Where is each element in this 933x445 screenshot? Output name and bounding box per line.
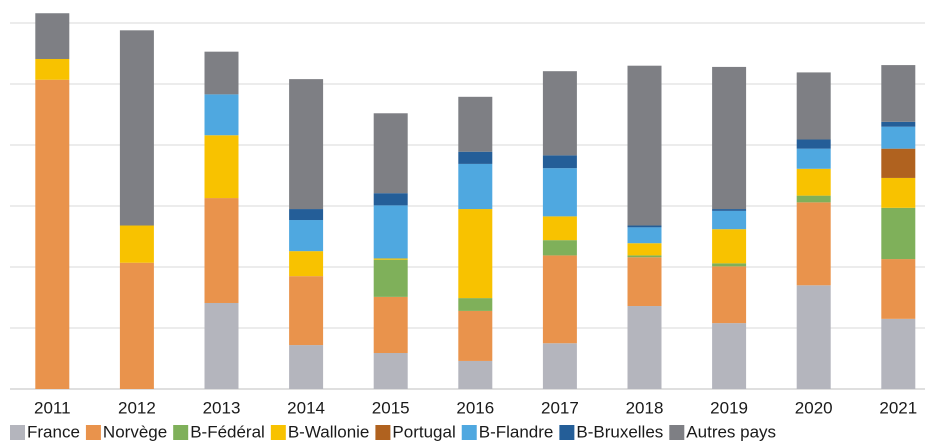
bar-segment [204, 198, 239, 303]
legend-label: B-Flandre [479, 422, 554, 441]
bar-segment [373, 353, 408, 389]
x-tick-label: 2020 [795, 398, 833, 417]
bar-segment [712, 266, 747, 324]
bar-segment [119, 262, 154, 389]
bar-segment [627, 243, 662, 256]
bar-segment [35, 13, 70, 59]
bar-segment [542, 168, 577, 217]
bar-segment [289, 251, 324, 277]
bar-segment [881, 148, 916, 178]
bar-segment [458, 163, 493, 210]
bar-segment [289, 79, 324, 210]
bar-segment [373, 193, 408, 206]
legend-label: B-Fédéral [190, 422, 265, 441]
x-tick-label: 2019 [710, 398, 748, 417]
bar-segment [204, 51, 239, 95]
bar-segment [458, 310, 493, 361]
legend-label: B-Bruxelles [576, 422, 663, 441]
bar-segment [289, 209, 324, 221]
x-tick-label: 2021 [879, 398, 917, 417]
legend-swatch [270, 425, 286, 440]
legend-swatch [461, 425, 477, 440]
bar-segment [289, 276, 324, 346]
bar-segment [627, 227, 662, 244]
legend-label: Portugal [392, 422, 455, 441]
bar-segment [289, 220, 324, 252]
bar-segment [712, 209, 747, 211]
x-tick-label: 2016 [456, 398, 494, 417]
bar-segment [373, 258, 408, 260]
bar-segment [712, 229, 747, 264]
bar-segment [712, 66, 747, 210]
x-tick-label: 2015 [372, 398, 410, 417]
x-tick-label: 2018 [626, 398, 664, 417]
bar-segment [458, 209, 493, 299]
x-tick-label: 2013 [203, 398, 241, 417]
bar-segment [35, 79, 70, 389]
bar-segment [881, 121, 916, 127]
bar-segment [627, 257, 662, 307]
legend-swatch [669, 425, 685, 440]
legend-swatch [559, 425, 575, 440]
bar-segment [289, 345, 324, 389]
bar-segment [627, 225, 662, 228]
bar-segment [881, 259, 916, 319]
bar-segment [458, 96, 493, 152]
bar-segment [712, 210, 747, 230]
bar-segment [796, 168, 831, 196]
bar-segment [204, 302, 239, 389]
bar-segment [373, 113, 408, 194]
bar-segment [881, 126, 916, 149]
bar-segment [627, 65, 662, 226]
bar-segment [373, 296, 408, 354]
legend-swatch [10, 425, 25, 440]
bar-segment [542, 71, 577, 156]
legend-label: France [27, 422, 80, 441]
bar-segment [373, 259, 408, 297]
bar-segment [712, 323, 747, 389]
bar-segment [881, 177, 916, 208]
bar-segment [712, 263, 747, 267]
bar-segment [627, 255, 662, 258]
bar-segment [627, 306, 662, 389]
bar-segment [204, 94, 239, 136]
bar-segment [542, 343, 577, 389]
bar-segment [796, 202, 831, 286]
legend-label: B-Wallonie [288, 422, 370, 441]
legend-label: Norvège [103, 422, 167, 441]
legend-swatch [375, 425, 391, 440]
legend-label: Autres pays [686, 422, 776, 441]
bar-segment [796, 72, 831, 140]
bar-segment [796, 148, 831, 169]
bar-segment [204, 135, 239, 199]
bar-segment [796, 195, 831, 203]
bar-segment [458, 151, 493, 164]
x-tick-label: 2014 [287, 398, 325, 417]
x-tick-label: 2012 [118, 398, 156, 417]
bar-segment [458, 360, 493, 389]
bar-segment [542, 155, 577, 169]
bar-segment [881, 318, 916, 389]
bar-segment [458, 298, 493, 311]
bar-segment [373, 205, 408, 259]
bar-segment [542, 240, 577, 256]
bar-segment [542, 216, 577, 241]
bar-segment [796, 139, 831, 149]
bar-segment [119, 30, 154, 226]
bar-segment [796, 285, 831, 389]
legend-swatch [85, 425, 101, 440]
bar-segment [881, 65, 916, 122]
bar-segment [881, 207, 916, 260]
bar-segment [542, 255, 577, 344]
x-tick-label: 2017 [541, 398, 579, 417]
legend-swatch [173, 425, 189, 440]
bar-segment [35, 58, 70, 80]
bar-segment [119, 225, 154, 263]
x-tick-label: 2011 [34, 398, 71, 417]
